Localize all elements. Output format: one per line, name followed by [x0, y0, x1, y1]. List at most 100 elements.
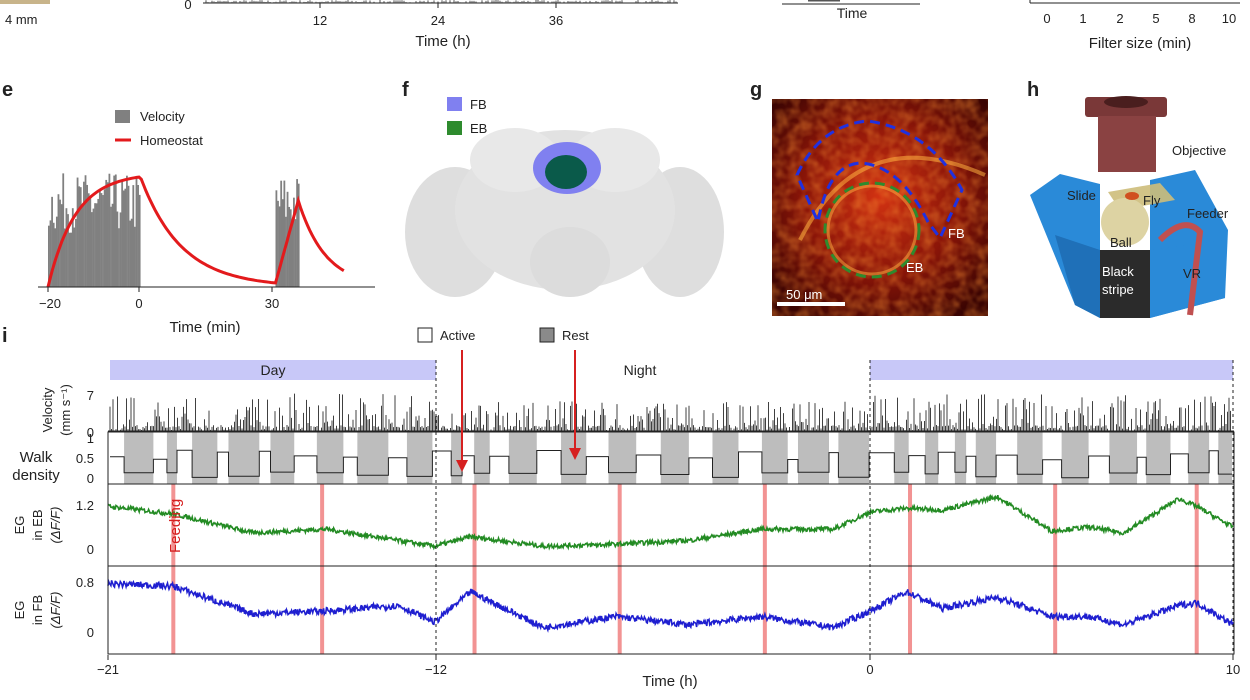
panel-d-xtick: 5 [1152, 11, 1159, 26]
fb-ylabel-2: in FB [30, 595, 45, 625]
rest-block [660, 432, 689, 484]
rest-block [1017, 432, 1043, 484]
velocity-bar [114, 174, 117, 287]
velocity-bar [63, 228, 66, 287]
walk-ylabel-2: density [12, 467, 60, 484]
panel-g-eb-label: EB [906, 260, 923, 275]
legend-fb-swatch [447, 97, 462, 111]
panel-a-ytick-zero: 0 [184, 0, 191, 12]
velocity-bar [293, 197, 295, 287]
panel-i-xtick: −12 [425, 662, 447, 677]
velocity-bar [102, 195, 104, 287]
panel-e: e Velocity Homeostat −20 0 30 Time (min) [2, 79, 375, 336]
panel-h: h Objective Slide Fly Feeder Ball Black … [1027, 79, 1229, 318]
feeding-line [472, 484, 477, 654]
legend-eb-swatch [447, 121, 462, 135]
rest-block [712, 432, 739, 484]
feeding-line [762, 484, 767, 654]
legend-rest-label: Rest [562, 328, 589, 343]
feeding-line [1053, 484, 1058, 654]
velocity-ylabel-unit: (mm s⁻¹) [58, 384, 73, 436]
brain-ventral [530, 227, 610, 297]
velocity-bar [132, 185, 135, 287]
scale-swatch [0, 0, 50, 4]
label-vr: VR [1183, 266, 1201, 281]
microscopy-texture [772, 99, 988, 316]
rest-block [925, 432, 939, 484]
velocity-ytick: 7 [87, 388, 94, 403]
feeding-label: Feeding [167, 499, 184, 553]
rest-block [954, 432, 967, 484]
day2-period-bar [870, 360, 1233, 380]
rest-block [228, 432, 260, 484]
velocity-bar [113, 175, 116, 287]
panel-c-xlabel: Time [837, 5, 868, 21]
walk-ytick: 0.5 [76, 451, 94, 466]
rest-block [357, 432, 389, 484]
velocity-bar [289, 209, 292, 287]
eb-ylabel-2: in EB [30, 509, 45, 540]
rest-block [1218, 432, 1232, 484]
fb-row-frame [107, 565, 1235, 655]
velocity-bar [291, 221, 294, 287]
rest-block [508, 432, 537, 484]
velocity-bar [124, 188, 127, 287]
eb-ytick: 1.2 [76, 498, 94, 513]
rest-block [451, 432, 463, 484]
velocity-bar [105, 179, 108, 287]
velocity-bar [52, 222, 55, 287]
velocity-bar [116, 211, 119, 287]
panel-d-xtick: 2 [1116, 11, 1123, 26]
velocity-bar [108, 173, 111, 287]
feeding-line [1194, 484, 1199, 654]
scale-label: 4 mm [5, 12, 38, 27]
velocity-bar [92, 208, 95, 287]
velocity-bar [294, 219, 297, 287]
velocity-bar [280, 180, 283, 287]
label-feeder: Feeder [1187, 206, 1229, 221]
velocity-bar [98, 189, 101, 287]
rest-block [894, 432, 909, 484]
feeding-line [320, 484, 325, 654]
panel-d-xtick: 0 [1043, 11, 1050, 26]
velocity-bar [87, 193, 90, 287]
rest-block [975, 432, 997, 484]
rest-block [608, 432, 637, 484]
feeder-tube [1157, 222, 1204, 316]
velocity-ylabel: Velocity [40, 387, 55, 432]
velocity-bar [277, 200, 279, 287]
walk-ytick: 0 [87, 471, 94, 486]
velocity-bar [84, 175, 87, 287]
velocity-bar [49, 220, 52, 287]
panel-e-homeostat-line [46, 175, 345, 288]
active-arrowhead [456, 460, 468, 472]
fb-ylabel: EG [12, 601, 27, 620]
velocity-bar [278, 206, 281, 287]
panel-a-xlabel: Time (h) [415, 33, 470, 50]
panel-i-label: i [2, 325, 8, 347]
objective-body [1098, 116, 1156, 172]
fb-ytick: 0 [87, 625, 94, 640]
velocity-bar [133, 226, 136, 287]
velocity-bar [126, 175, 128, 287]
rest-block [316, 432, 344, 484]
legend-velocity-swatch [115, 110, 130, 123]
rest-block [1188, 432, 1210, 484]
walk-ytick: 1 [87, 431, 94, 446]
velocity-ytick: 0 [87, 425, 94, 440]
velocity-bar [76, 177, 79, 287]
walk-density-line [110, 449, 1232, 479]
velocity-bar [288, 206, 291, 287]
panel-h-label: h [1027, 79, 1039, 101]
rest-block [474, 432, 490, 484]
feeding-markers [171, 484, 1199, 654]
panel-f: f FB EB [402, 79, 724, 297]
feeding-line [617, 484, 622, 654]
velocity-bar [68, 232, 71, 287]
eb-row-frame [107, 483, 1235, 567]
velocity-bar [135, 178, 138, 287]
velocity-bar [81, 206, 84, 287]
velocity-bar [137, 184, 139, 287]
label-ball: Ball [1110, 235, 1132, 250]
label-black-stripe: Black [1102, 264, 1134, 279]
